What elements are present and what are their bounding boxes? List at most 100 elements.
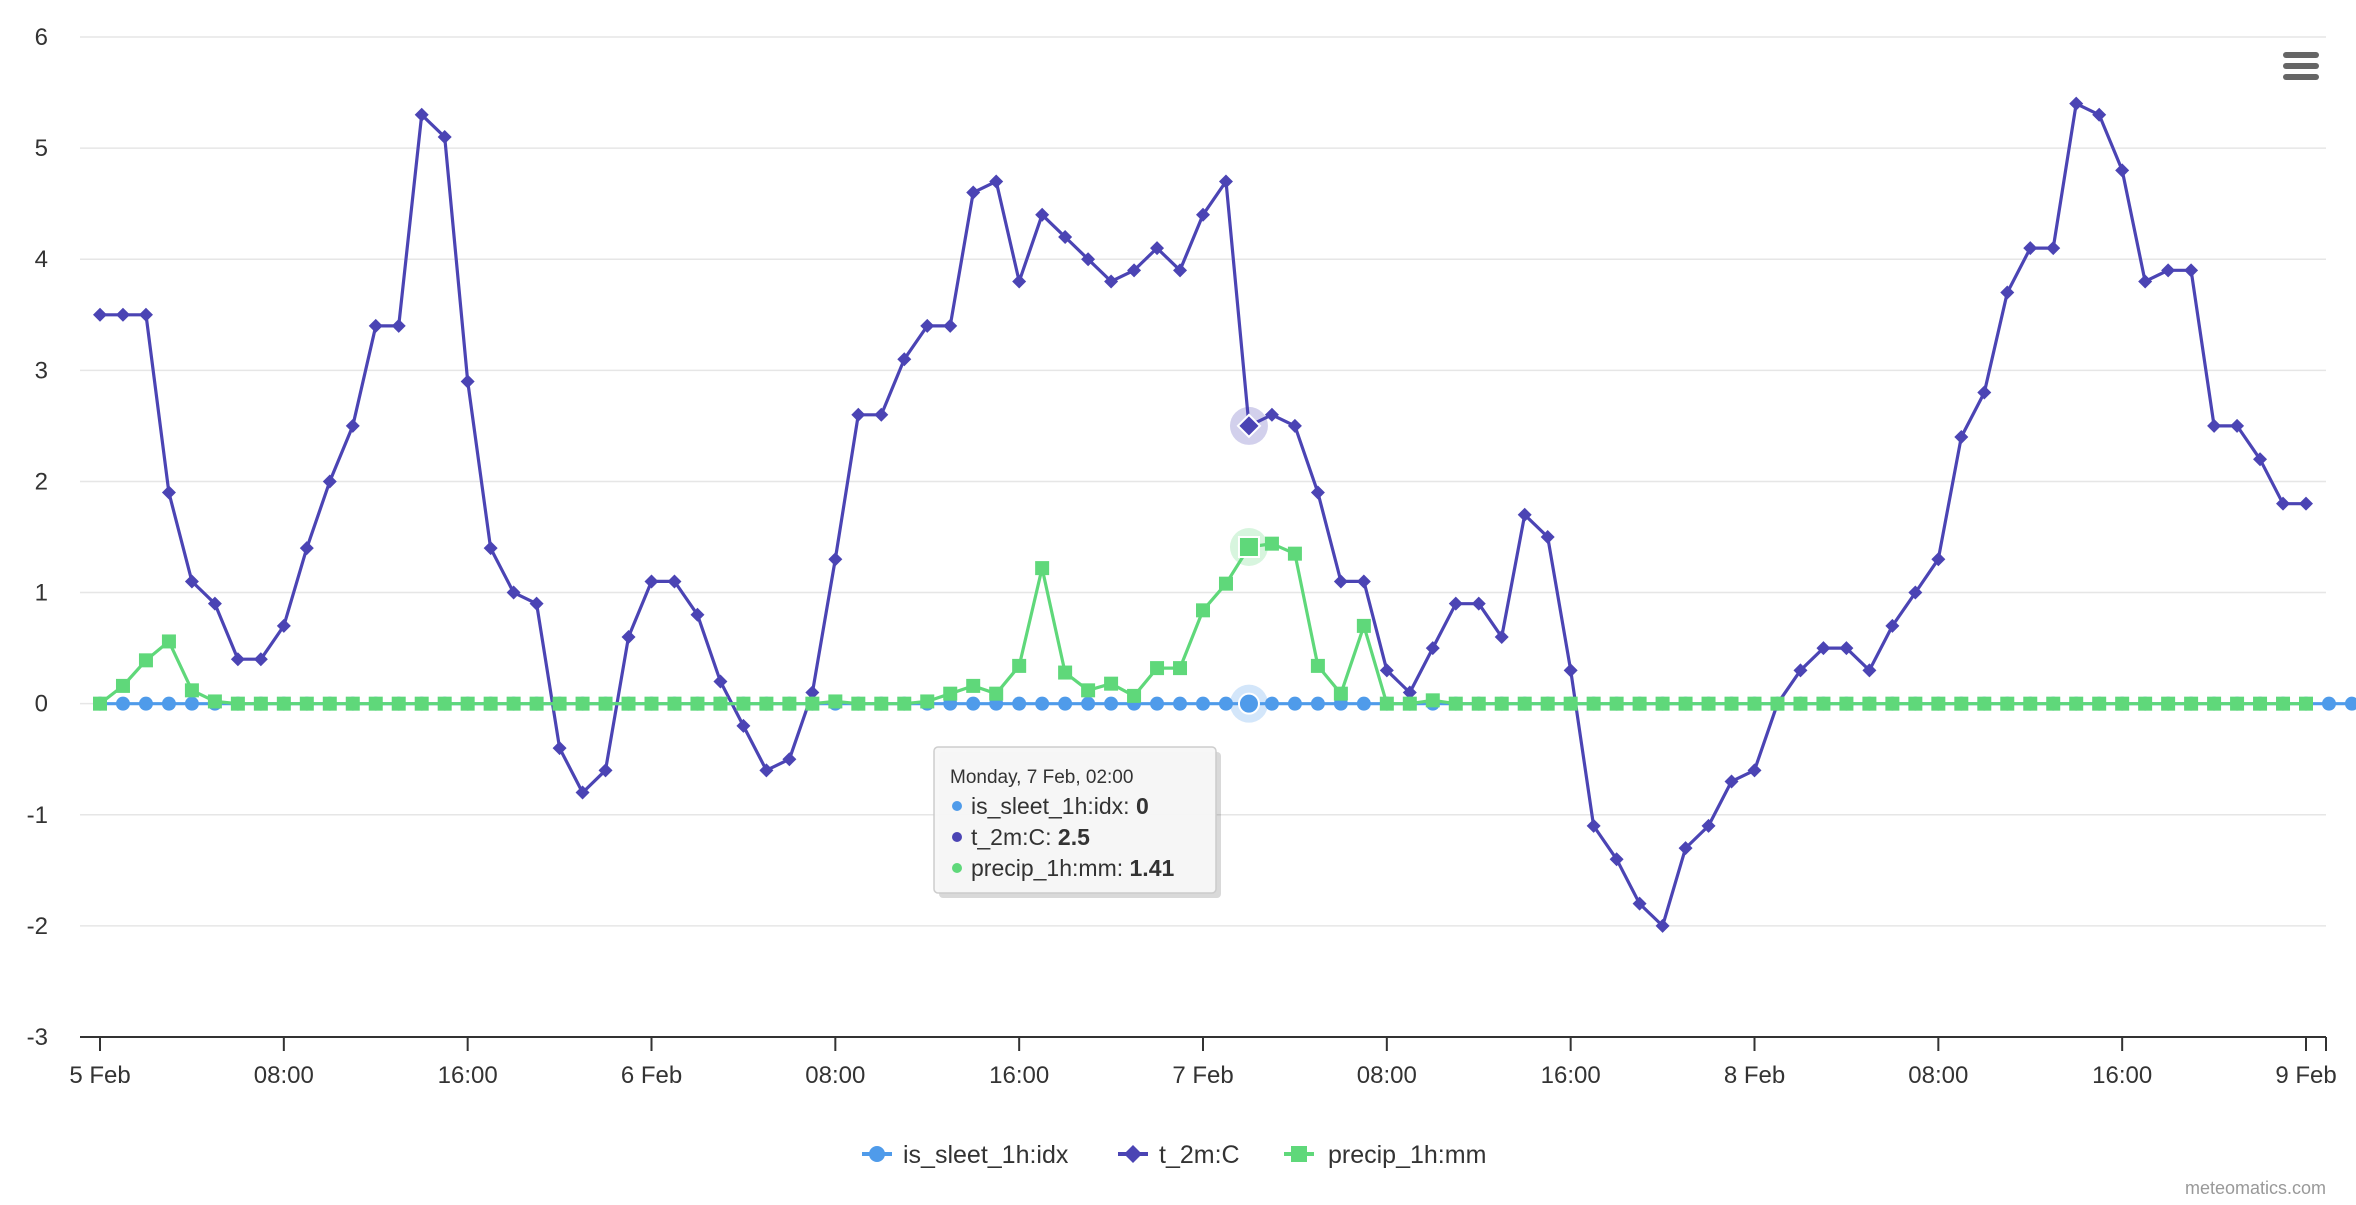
data-point <box>276 696 291 711</box>
data-point <box>966 185 981 200</box>
data-point <box>322 474 337 489</box>
data-point <box>2000 696 2015 711</box>
legend-square-marker-icon <box>1291 1146 1307 1162</box>
hamburger-menu-icon[interactable] <box>2283 52 2319 80</box>
data-point <box>1655 918 1670 933</box>
y-tick-label: -3 <box>27 1024 48 1051</box>
data-point <box>1173 263 1188 278</box>
data-point <box>575 785 590 800</box>
data-point <box>299 541 314 556</box>
data-point <box>2000 285 2015 300</box>
data-point <box>2138 696 2153 711</box>
legend: is_sleet_1h:idx t_2m:C precip_1h:mm <box>862 1141 1486 1169</box>
tooltip-row-precip-value: 1.41 <box>1130 855 1175 881</box>
data-point <box>598 763 613 778</box>
data-point <box>552 741 567 756</box>
tooltip-header: Monday, 7 Feb, 02:00 <box>950 767 1133 788</box>
data-point <box>2092 696 2107 711</box>
x-tick-label: 08:00 <box>254 1062 314 1089</box>
data-point <box>2184 263 2199 278</box>
data-point <box>1287 418 1302 433</box>
data-point <box>2092 107 2107 122</box>
series <box>93 96 2356 933</box>
data-point <box>184 574 199 589</box>
data-point <box>1035 207 1050 222</box>
data-point <box>828 552 843 567</box>
legend-item-is-sleet[interactable]: is_sleet_1h:idx <box>862 1141 1069 1169</box>
data-point <box>897 352 912 367</box>
data-point <box>2299 696 2313 711</box>
data-point <box>552 696 567 711</box>
data-point <box>1012 274 1027 289</box>
tooltip-row-precip: precip_1h:mm: 1.41 <box>971 855 1174 881</box>
axes: -3 -2 -1 0 1 2 3 4 5 6 5 Feb 08:00 16:00 6 Feb 08:00 16… <box>27 24 2337 1089</box>
y-tick-label: 0 <box>35 691 48 718</box>
x-tick-label: 16:00 <box>438 1062 498 1089</box>
legend-item-precip[interactable]: precip_1h:mm <box>1284 1141 1486 1169</box>
data-point <box>1081 683 1096 698</box>
data-point <box>1173 696 1188 711</box>
data-point <box>2276 496 2291 511</box>
y-tick-label: 1 <box>35 580 48 607</box>
data-point <box>460 696 475 711</box>
data-point <box>506 696 521 711</box>
data-point <box>2161 696 2176 711</box>
data-point <box>1839 641 1854 656</box>
y-tick-label: 6 <box>35 24 48 51</box>
data-point <box>93 307 107 322</box>
data-point <box>1609 696 1624 711</box>
data-point <box>115 678 130 693</box>
data-point <box>437 130 452 144</box>
data-point <box>897 696 912 711</box>
data-point <box>138 696 153 711</box>
data-point <box>828 694 843 709</box>
data-point <box>1356 618 1371 633</box>
x-tick-label: 7 Feb <box>1172 1062 1233 1089</box>
tooltip-dot-precip <box>952 863 962 873</box>
data-point <box>2184 696 2199 711</box>
x-tick-label: 16:00 <box>1541 1062 1601 1089</box>
y-tick-label: 3 <box>35 357 48 384</box>
credits-link[interactable]: meteomatics.com <box>2185 1178 2326 1198</box>
data-point <box>345 696 360 711</box>
tooltip-dot-temp <box>952 832 962 842</box>
x-tick-label: 9 Feb <box>2275 1062 2336 1089</box>
data-point <box>253 696 268 711</box>
data-point <box>1012 658 1027 673</box>
data-point <box>437 696 452 711</box>
data-point <box>1356 574 1371 589</box>
data-point <box>1678 696 1693 711</box>
data-point <box>1310 658 1325 673</box>
data-point <box>230 652 245 667</box>
data-point <box>299 696 314 711</box>
data-point <box>1058 696 1073 711</box>
data-point <box>1402 685 1417 700</box>
tooltip-row-sleet-sep: : <box>1123 793 1136 819</box>
data-point <box>1127 688 1142 703</box>
data-point <box>966 696 981 711</box>
data-point <box>1862 663 1877 678</box>
data-point <box>1150 241 1165 256</box>
data-point <box>1747 763 1762 778</box>
legend-item-t2m[interactable]: t_2m:C <box>1118 1141 1240 1169</box>
data-point <box>1104 274 1119 289</box>
data-point <box>1333 686 1348 701</box>
data-point <box>759 696 774 711</box>
tooltip: Monday, 7 Feb, 02:00 is_sleet_1h:idx: 0 … <box>933 746 1221 898</box>
data-point <box>1954 696 1969 711</box>
y-tick-label: -1 <box>27 802 48 829</box>
data-point <box>345 418 360 433</box>
tooltip-row-temp-value: 2.5 <box>1058 824 1090 850</box>
data-point <box>966 678 981 693</box>
data-point <box>230 696 245 711</box>
data-point <box>1770 696 1785 711</box>
tooltip-row-temp-name: t_2m:C <box>971 824 1045 850</box>
data-point <box>1264 536 1279 551</box>
data-point <box>598 696 613 711</box>
legend-label-precip: precip_1h:mm <box>1328 1141 1486 1169</box>
data-point <box>529 596 544 611</box>
hover-point <box>1237 536 1260 558</box>
data-point <box>2046 241 2061 256</box>
data-point <box>1150 661 1165 676</box>
